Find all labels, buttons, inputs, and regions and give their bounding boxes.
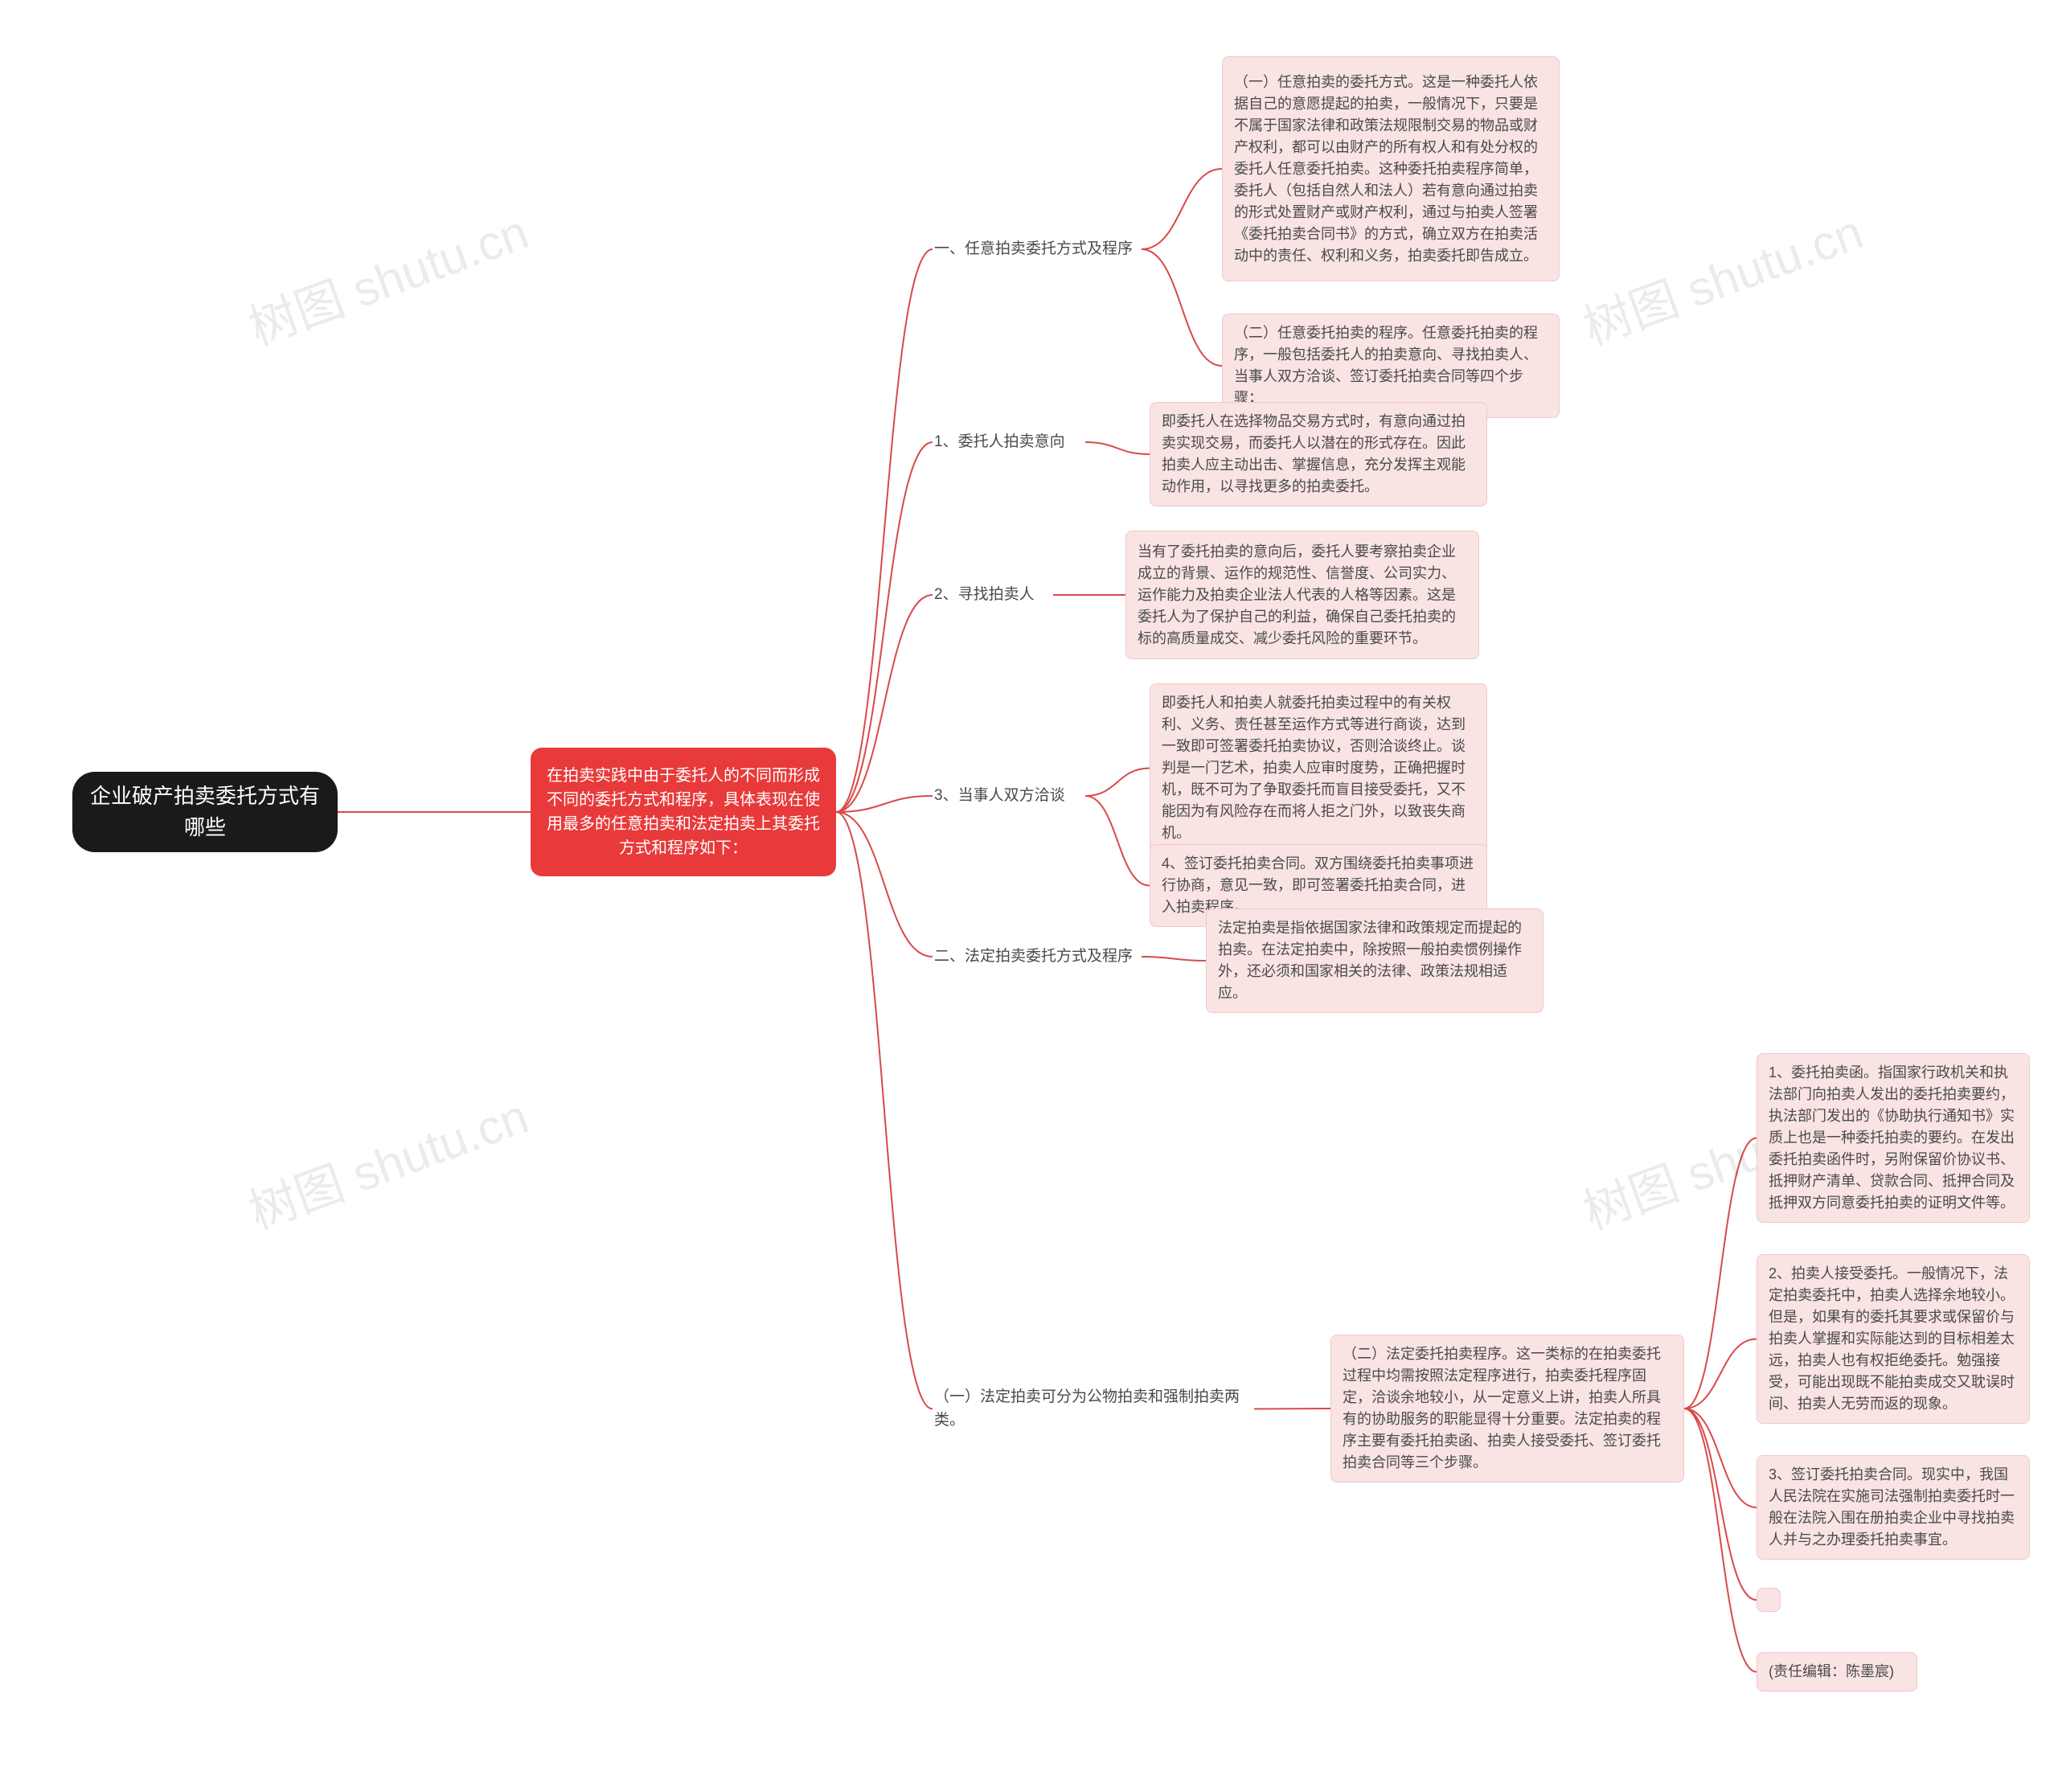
connector bbox=[1684, 1409, 1757, 1600]
node-subA: （一）法定拍卖可分为公物拍卖和强制拍卖两类。 bbox=[933, 1383, 1254, 1435]
node-text: 2、拍卖人接受委托。一般情况下，法定拍卖委托中，拍卖人选择余地较小。但是，如果有… bbox=[1769, 1263, 2018, 1415]
node-leaf_sub3_a: 即委托人和拍卖人就委托拍卖过程中的有关权利、义务、责任甚至运作方式等进行商谈，达… bbox=[1150, 683, 1487, 853]
connector bbox=[1684, 1138, 1757, 1409]
node-leaf_sub2: 当有了委托拍卖的意向后，委托人要考察拍卖企业成立的背景、运作的规范性、信誉度、公… bbox=[1125, 531, 1479, 659]
node-text: 在拍卖实践中由于委托人的不同而形成不同的委托方式和程序，具体表现在使用最多的任意… bbox=[542, 764, 825, 860]
connector bbox=[1085, 442, 1150, 454]
node-text: (责任编辑：陈墨宸) bbox=[1769, 1661, 1905, 1683]
node-text: 3、当事人双方洽谈 bbox=[934, 785, 1084, 808]
mindmap-canvas: 树图 shutu.cn树图 shutu.cn树图 shutu.cn树图 shut… bbox=[0, 0, 2058, 1792]
connector bbox=[1684, 1409, 1757, 1507]
connector bbox=[1142, 249, 1222, 366]
node-leaf_sub1: 即委托人在选择物品交易方式时，有意向通过拍卖实现交易，而委托人以潜在的形式存在。… bbox=[1150, 402, 1487, 506]
node-leaf_r5: (责任编辑：陈墨宸) bbox=[1757, 1652, 1917, 1692]
node-leaf_r2: 2、拍卖人接受委托。一般情况下，法定拍卖委托中，拍卖人选择余地较小。但是，如果有… bbox=[1757, 1254, 2030, 1424]
node-text: （二）任意委托拍卖的程序。任意委托拍卖的程序，一般包括委托人的拍卖意向、寻找拍卖… bbox=[1234, 322, 1548, 409]
node-leaf_r1: 1、委托拍卖函。指国家行政机关和执法部门向拍卖人发出的委托拍卖要约，执法部门发出… bbox=[1757, 1053, 2030, 1223]
node-text: 当有了委托拍卖的意向后，委托人要考察拍卖企业成立的背景、运作的规范性、信誉度、公… bbox=[1138, 541, 1467, 650]
node-sub1: 1、委托人拍卖意向 bbox=[933, 426, 1085, 458]
connector bbox=[1684, 1339, 1757, 1409]
node-leaf_sec1_a: （一）任意拍卖的委托方式。这是一种委托人依据自己的意愿提起的拍卖，一般情况下，只… bbox=[1222, 56, 1560, 281]
connector bbox=[1085, 796, 1150, 886]
node-text: （二）法定委托拍卖程序。这一类标的在拍卖委托过程中均需按照法定程序进行，拍卖委托… bbox=[1343, 1343, 1672, 1474]
node-text: 1、委托人拍卖意向 bbox=[934, 431, 1084, 454]
node-text: 1、委托拍卖函。指国家行政机关和执法部门向拍卖人发出的委托拍卖要约，执法部门发出… bbox=[1769, 1062, 2018, 1214]
node-leaf_sec2: 法定拍卖是指依据国家法律和政策规定而提起的拍卖。在法定拍卖中，除按照一般拍卖惯例… bbox=[1206, 908, 1544, 1013]
connector bbox=[836, 796, 933, 812]
node-sec1: 一、任意拍卖委托方式及程序 bbox=[933, 233, 1142, 265]
node-text: 一、任意拍卖委托方式及程序 bbox=[934, 238, 1140, 261]
node-text: 即委托人在选择物品交易方式时，有意向通过拍卖实现交易，而委托人以潜在的形式存在。… bbox=[1162, 411, 1475, 498]
node-leaf_r3: 3、签订委托拍卖合同。现实中，我国人民法院在实施司法强制拍卖委托时一般在法院入围… bbox=[1757, 1455, 2030, 1560]
connector bbox=[836, 595, 933, 812]
node-text: 3、签订委托拍卖合同。现实中，我国人民法院在实施司法强制拍卖委托时一般在法院入围… bbox=[1769, 1464, 2018, 1551]
connector bbox=[836, 442, 933, 812]
watermark: 树图 shutu.cn bbox=[238, 193, 536, 359]
node-text: 二、法定拍卖委托方式及程序 bbox=[934, 945, 1140, 969]
node-text: 企业破产拍卖委托方式有哪些 bbox=[84, 781, 326, 843]
connector bbox=[1085, 769, 1150, 797]
node-text: （一）任意拍卖的委托方式。这是一种委托人依据自己的意愿提起的拍卖，一般情况下，只… bbox=[1234, 72, 1548, 267]
node-sec2: 二、法定拍卖委托方式及程序 bbox=[933, 941, 1142, 973]
node-text: 即委托人和拍卖人就委托拍卖过程中的有关权利、义务、责任甚至运作方式等进行商谈，达… bbox=[1162, 692, 1475, 844]
connector-layer bbox=[0, 0, 2058, 1792]
connector bbox=[836, 249, 933, 812]
node-root: 企业破产拍卖委托方式有哪些 bbox=[72, 772, 338, 852]
connector bbox=[836, 812, 933, 1409]
connector bbox=[1142, 957, 1206, 961]
connector bbox=[836, 812, 933, 957]
node-text: 法定拍卖是指依据国家法律和政策规定而提起的拍卖。在法定拍卖中，除按照一般拍卖惯例… bbox=[1218, 917, 1531, 1004]
node-l1: 在拍卖实践中由于委托人的不同而形成不同的委托方式和程序，具体表现在使用最多的任意… bbox=[531, 748, 836, 876]
node-leaf_r4 bbox=[1757, 1588, 1781, 1612]
node-text: 2、寻找拍卖人 bbox=[934, 584, 1052, 607]
node-sub2: 2、寻找拍卖人 bbox=[933, 579, 1053, 611]
connector bbox=[1142, 169, 1222, 249]
node-leaf_subA: （二）法定委托拍卖程序。这一类标的在拍卖委托过程中均需按照法定程序进行，拍卖委托… bbox=[1330, 1335, 1684, 1482]
node-text: （一）法定拍卖可分为公物拍卖和强制拍卖两类。 bbox=[934, 1386, 1252, 1432]
watermark: 树图 shutu.cn bbox=[1572, 193, 1871, 359]
watermark: 树图 shutu.cn bbox=[238, 1077, 536, 1243]
node-sub3: 3、当事人双方洽谈 bbox=[933, 780, 1085, 812]
connector bbox=[1684, 1409, 1757, 1672]
